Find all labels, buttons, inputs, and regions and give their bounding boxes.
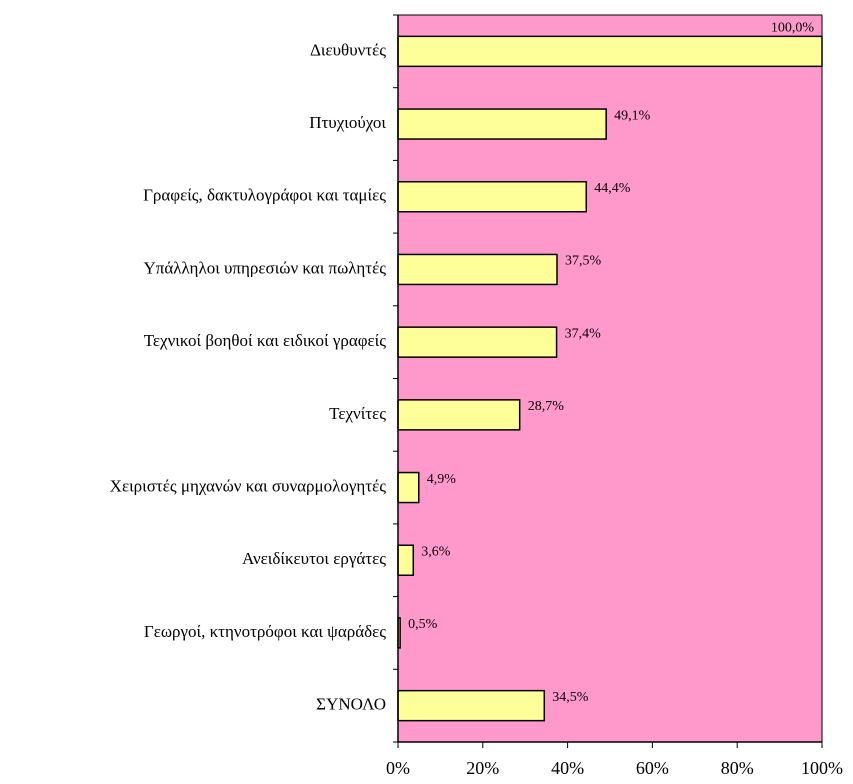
y-tick-label: Ανειδίκευτοι εργάτες [242, 549, 386, 568]
value-label: 37,5% [565, 254, 602, 269]
bar [397, 326, 558, 358]
value-label: 49,1% [614, 108, 651, 123]
bar [397, 35, 823, 68]
x-tick-label: 100% [801, 758, 843, 778]
y-tick-label: Γραφείς, δακτυλογράφοι και ταμίες [143, 186, 386, 205]
y-tick-label: Χειριστές μηχανών και συναρμολογητές [110, 476, 387, 495]
value-label: 44,4% [594, 181, 631, 196]
value-label: 3,6% [421, 544, 451, 559]
bar [397, 253, 558, 286]
value-label: 0,5% [408, 617, 438, 632]
value-label: 100,0% [771, 21, 815, 36]
y-tick-label: ΣΥΝΟΛΟ [316, 695, 386, 714]
y-tick-label: Υπάλληλοι υπηρεσιών και πωλητές [143, 258, 386, 277]
y-tick-label: Πτυχιούχοι [309, 113, 386, 132]
x-tick-label: 0% [386, 758, 410, 778]
x-tick-label: 40% [551, 758, 584, 778]
y-tick-label: Τεχνικοί βοηθοί και ειδικοί γραφείς [144, 331, 387, 350]
value-label: 37,4% [565, 326, 602, 341]
y-tick-label: Γεωργοί, κτηνοτρόφοι και ψαράδες [144, 622, 386, 641]
y-tick-label: Τεχνίτες [329, 404, 386, 423]
x-tick-label: 60% [636, 758, 669, 778]
bar [397, 399, 521, 431]
bar [397, 689, 546, 722]
bar [397, 471, 420, 504]
value-label: 34,5% [552, 690, 589, 705]
value-label: 4,9% [427, 472, 457, 487]
y-tick-label: Διευθυντές [310, 40, 386, 59]
x-tick-label: 20% [466, 758, 499, 778]
value-label: 28,7% [528, 399, 565, 414]
bar [397, 108, 607, 140]
x-tick-label: 80% [721, 758, 754, 778]
bar [397, 181, 588, 213]
bar [397, 544, 415, 576]
